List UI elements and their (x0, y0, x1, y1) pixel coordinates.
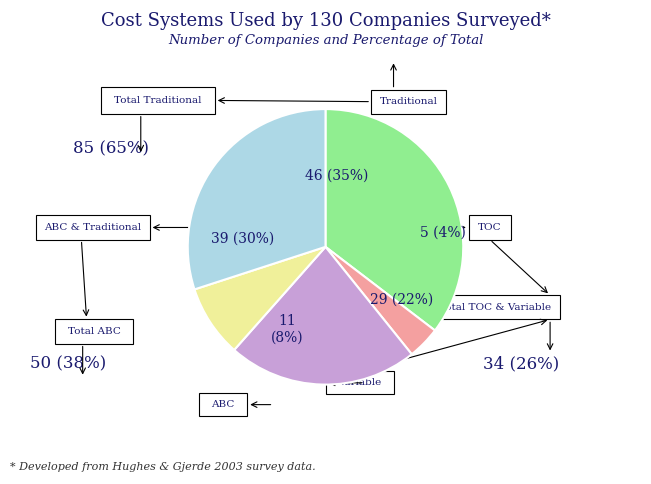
Text: 11
(8%): 11 (8%) (271, 315, 303, 345)
Text: Number of Companies and Percentage of Total: Number of Companies and Percentage of To… (168, 34, 483, 47)
Wedge shape (187, 109, 326, 289)
Text: ABC & Traditional: ABC & Traditional (44, 223, 141, 232)
Text: ABC: ABC (212, 400, 234, 409)
Text: Total Traditional: Total Traditional (114, 96, 202, 105)
FancyBboxPatch shape (101, 87, 215, 114)
Wedge shape (195, 247, 326, 350)
FancyBboxPatch shape (430, 295, 560, 319)
FancyBboxPatch shape (371, 90, 446, 114)
FancyBboxPatch shape (55, 319, 133, 344)
Text: 85 (65%): 85 (65%) (73, 140, 148, 157)
Text: Variable: Variable (338, 378, 381, 387)
Wedge shape (326, 109, 464, 331)
Text: Total ABC: Total ABC (68, 327, 121, 336)
FancyBboxPatch shape (469, 215, 511, 240)
Text: 46 (35%): 46 (35%) (305, 168, 368, 182)
Text: Cost Systems Used by 130 Companies Surveyed*: Cost Systems Used by 130 Companies Surve… (100, 12, 551, 30)
Text: Total TOC & Variable: Total TOC & Variable (439, 303, 551, 312)
Text: * Developed from Hughes & Gjerde 2003 survey data.: * Developed from Hughes & Gjerde 2003 su… (10, 462, 315, 472)
Text: Traditional: Traditional (380, 97, 437, 106)
Wedge shape (234, 247, 412, 385)
FancyBboxPatch shape (326, 371, 394, 394)
FancyBboxPatch shape (36, 215, 150, 240)
Text: 50 (38%): 50 (38%) (30, 356, 107, 373)
Text: 5 (4%): 5 (4%) (420, 226, 465, 240)
Text: 34 (26%): 34 (26%) (482, 356, 559, 373)
FancyBboxPatch shape (199, 393, 247, 416)
Text: 39 (30%): 39 (30%) (211, 231, 275, 245)
Text: TOC: TOC (478, 223, 502, 232)
Wedge shape (326, 247, 435, 354)
Text: 29 (22%): 29 (22%) (370, 292, 433, 306)
